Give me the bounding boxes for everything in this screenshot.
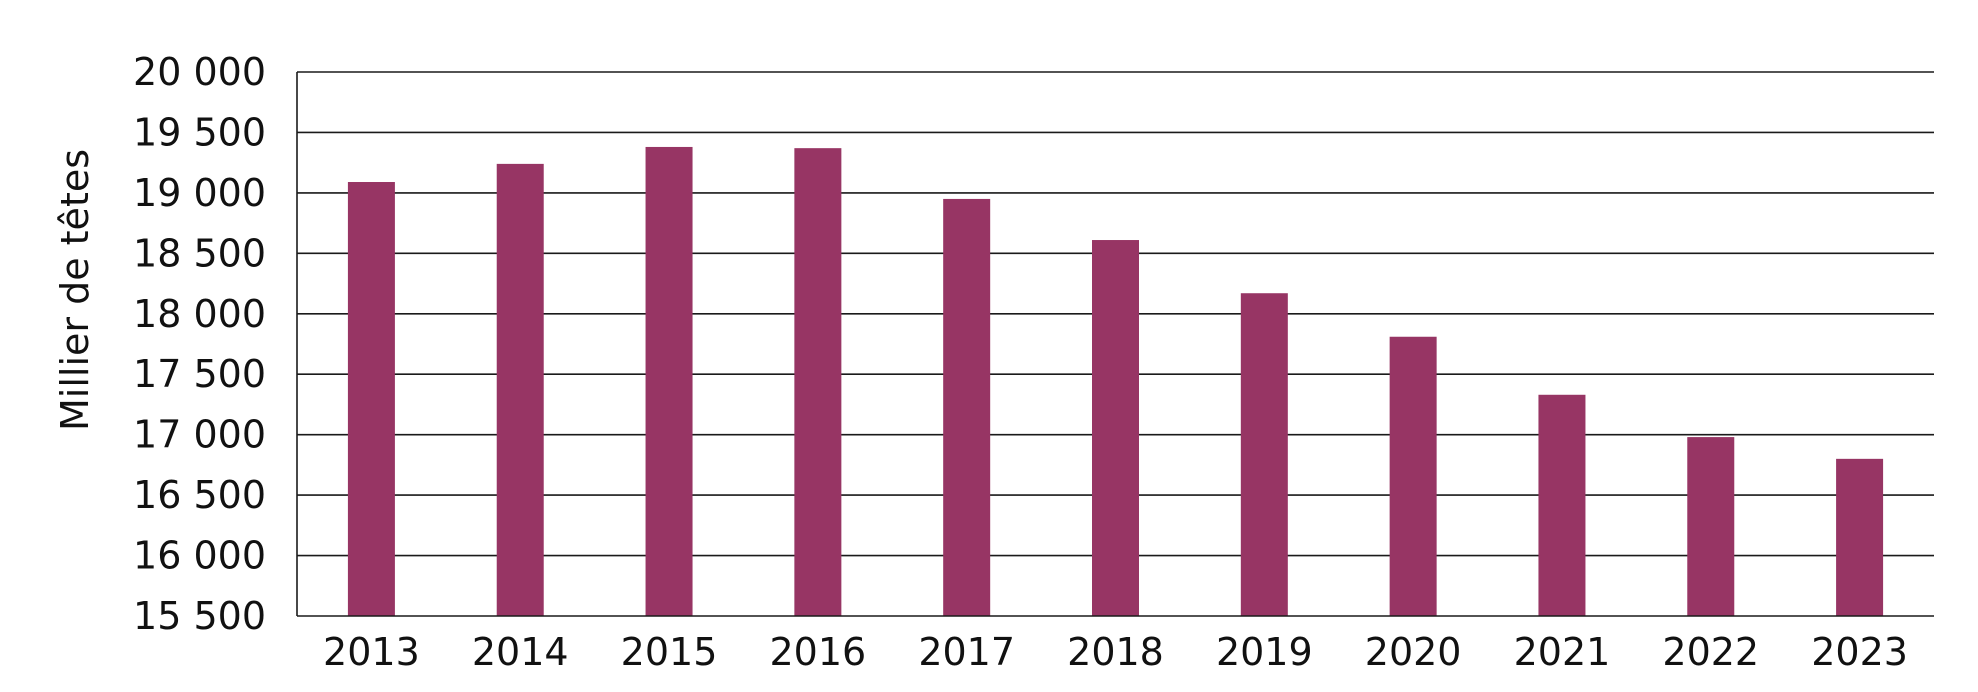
y-tick-label: 19 000 [133,171,266,215]
y-tick-label: 20 000 [133,50,266,94]
y-tick-label: 16 500 [133,473,266,517]
x-tick-label: 2016 [770,630,867,674]
x-tick-label: 2014 [472,630,569,674]
bar [1240,293,1288,616]
bar [943,198,991,616]
bar [794,148,842,616]
bar [1836,458,1884,616]
y-tick-labels: 15 500 16 000 16 500 17 000 17 500 18 000 18 5… [133,50,266,638]
bar [1687,437,1735,616]
bar [496,163,544,616]
y-tick-label: 17 000 [133,413,266,457]
axes [296,72,1934,617]
x-tick-label: 2020 [1365,630,1462,674]
y-tick-label: 15 500 [133,594,266,638]
x-tick-label: 2019 [1216,630,1313,674]
x-tick-label: 2023 [1811,630,1908,674]
y-tick-label: 16 000 [133,534,266,578]
x-tick-label: 2015 [621,630,718,674]
x-tick-label: 2018 [1067,630,1164,674]
y-tick-label: 19 500 [133,110,266,154]
y-tick-label: 18 000 [133,292,266,336]
bars [347,146,1884,616]
bar [645,146,693,616]
x-tick-label: 2017 [918,630,1015,674]
bar [1092,240,1139,616]
bar [1538,394,1586,616]
y-axis-title: Millier de têtes [53,149,97,431]
x-tick-label: 2021 [1514,630,1611,674]
x-tick-label: 2013 [323,630,420,674]
y-tick-label: 18 500 [133,231,266,275]
x-tick-label: 2022 [1662,630,1759,674]
bar [1389,336,1437,616]
x-tick-labels: 2013 2014 2015 2016 2017 2018 2019 2020 2021 2022… [323,630,1908,674]
bar [347,182,395,616]
y-tick-label: 17 500 [133,352,266,396]
